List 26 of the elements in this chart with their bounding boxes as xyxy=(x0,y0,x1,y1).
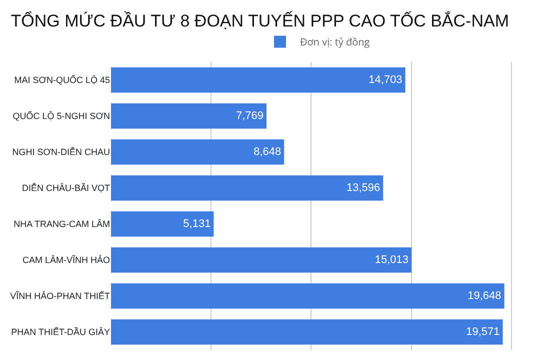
data-label: 15,013 xyxy=(374,254,409,266)
data-label: 19,648 xyxy=(468,290,502,302)
bar xyxy=(111,67,406,93)
y-tick-label: DIỄN CHÂU-BÃI VỌT xyxy=(22,182,110,194)
bar xyxy=(111,319,503,345)
data-label: 13,596 xyxy=(346,182,380,194)
data-label: 5,131 xyxy=(183,218,211,230)
bar xyxy=(111,247,412,273)
y-tick-label: CAM LÂM-VĨNH HẢO xyxy=(22,254,110,266)
y-tick-label: NGHI SƠN-DIỄN CHAU xyxy=(12,146,110,158)
bar xyxy=(111,211,214,237)
bar xyxy=(111,139,284,165)
data-label: 14,703 xyxy=(368,74,402,86)
y-tick-label: MAI SƠN-QUỐC LỘ 45 xyxy=(14,74,110,86)
data-label: 7,769 xyxy=(236,110,264,122)
y-tick-label: VĨNH HẢO-PHAN THIẾT xyxy=(10,290,110,302)
data-label: 8,648 xyxy=(254,146,282,158)
legend-label: Đơn vị: tỷ đồng xyxy=(300,34,370,49)
y-tick-label: NHA TRANG-CAM LÂM xyxy=(14,219,110,230)
bar xyxy=(111,175,384,201)
bar xyxy=(111,283,504,309)
y-tick-label: QUỐC LỘ 5-NGHI SƠN xyxy=(12,110,110,122)
bar xyxy=(111,103,267,129)
data-label: 19,571 xyxy=(466,326,500,338)
chart-title: TỔNG MỨC ĐẦU TƯ 8 ĐOẠN TUYẾN PPP CAO TỐC BẮC-NAM xyxy=(10,10,509,30)
y-tick-label: PHAN THIẾT-DẦU GIÂY xyxy=(11,326,110,338)
